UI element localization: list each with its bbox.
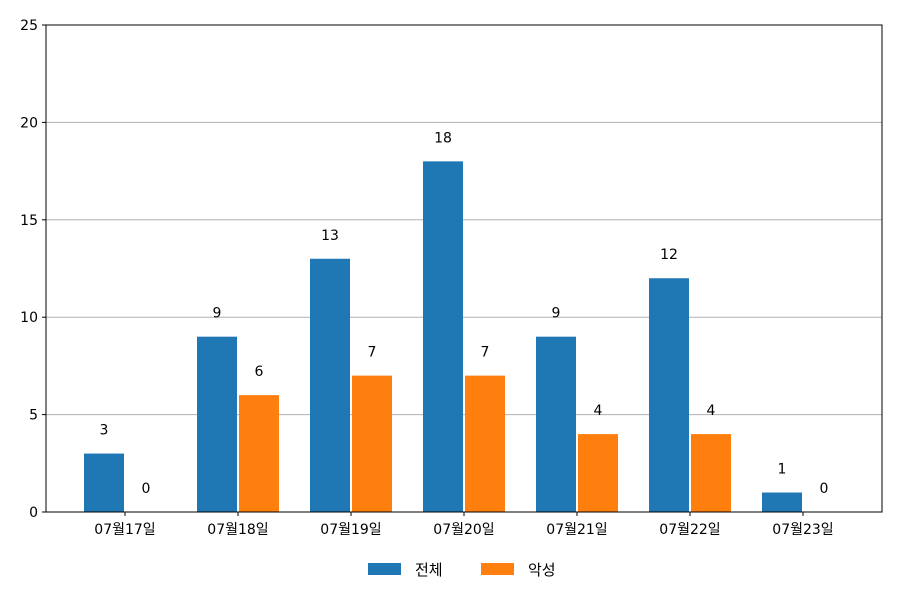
data-label: 12: [660, 247, 678, 263]
bar-malicious: [578, 434, 618, 512]
x-axis: 07월17일 07월18일 07월19일 07월20일 07월21일 07월22일 07월2…: [94, 512, 834, 538]
bar-total: [536, 336, 576, 512]
bar-total: [310, 258, 350, 512]
gridlines: [46, 121, 882, 416]
data-label: 4: [707, 403, 716, 419]
y-tick-label: 5: [29, 408, 38, 424]
data-label: 0: [820, 481, 829, 497]
bars: [84, 161, 802, 513]
data-label: 6: [255, 364, 264, 380]
data-labels: 3 0 9 6 13 7 18 7 9 4 12 4 1 0: [100, 130, 829, 497]
data-label: 3: [100, 423, 109, 439]
y-tick-label: 10: [20, 310, 38, 326]
bar-total: [197, 336, 237, 512]
x-tick-label: 07월23일: [772, 522, 833, 538]
bar-malicious: [691, 434, 731, 512]
data-label: 0: [142, 481, 151, 497]
y-tick-label: 0: [29, 505, 38, 521]
data-label: 13: [321, 228, 339, 244]
x-tick-label: 07월17일: [94, 522, 155, 538]
data-label: 9: [213, 306, 222, 322]
plot-frame: [45, 24, 883, 513]
data-label: 7: [481, 345, 490, 361]
bar-total: [423, 161, 463, 513]
y-tick-label: 15: [20, 213, 38, 229]
legend-swatch: [481, 563, 514, 575]
bar-total: [762, 492, 802, 512]
data-label: 1: [778, 462, 787, 478]
legend-label: 악성: [528, 561, 556, 579]
bar-malicious: [465, 375, 505, 512]
y-tick-label: 20: [20, 115, 38, 131]
x-tick-label: 07월22일: [659, 522, 720, 538]
legend-swatch: [368, 563, 401, 575]
data-label: 7: [368, 345, 377, 361]
x-tick-label: 07월21일: [546, 522, 607, 538]
data-label: 9: [552, 306, 561, 322]
data-label: 18: [434, 130, 452, 146]
bar-malicious: [239, 395, 279, 512]
y-axis: 0 5 10 15 20 25: [20, 18, 46, 521]
x-tick-label: 07월18일: [207, 522, 268, 538]
bar-total: [84, 453, 124, 512]
legend-label: 전체: [415, 561, 443, 579]
legend: 전체 악성: [368, 561, 556, 579]
y-tick-label: 25: [20, 18, 38, 34]
bar-total: [649, 278, 689, 512]
bar-malicious: [352, 375, 392, 512]
x-tick-label: 07월20일: [433, 522, 494, 538]
x-tick-label: 07월19일: [320, 522, 381, 538]
data-label: 4: [594, 403, 603, 419]
